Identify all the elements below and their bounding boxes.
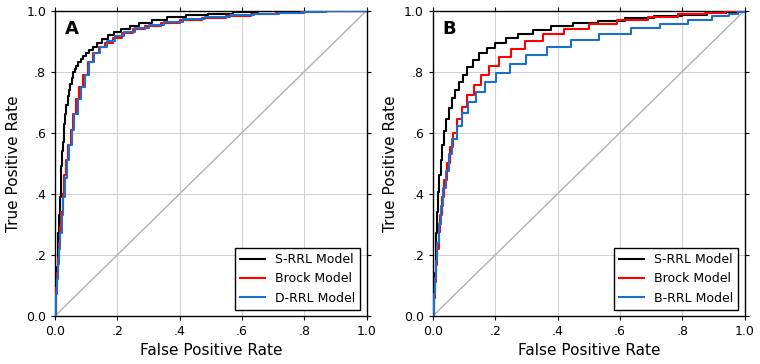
Text: A: A <box>65 20 78 38</box>
Legend: S-RRL Model, Brock Model, D-RRL Model: S-RRL Model, Brock Model, D-RRL Model <box>235 248 360 310</box>
Y-axis label: True Positive Rate: True Positive Rate <box>5 95 21 232</box>
Y-axis label: True Positive Rate: True Positive Rate <box>384 95 398 232</box>
X-axis label: False Positive Rate: False Positive Rate <box>518 344 660 359</box>
Legend: S-RRL Model, Brock Model, B-RRL Model: S-RRL Model, Brock Model, B-RRL Model <box>614 248 738 310</box>
Text: B: B <box>442 20 456 38</box>
X-axis label: False Positive Rate: False Positive Rate <box>140 344 282 359</box>
